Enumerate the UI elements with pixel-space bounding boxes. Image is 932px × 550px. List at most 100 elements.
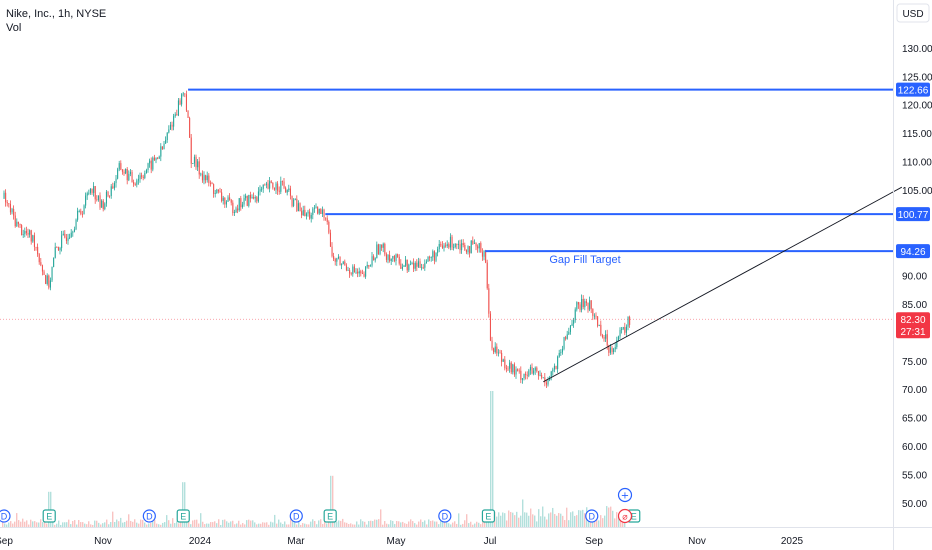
candle-body [592, 308, 594, 316]
candle-body [185, 94, 187, 111]
candle-body [22, 234, 24, 236]
volume-bar [18, 520, 20, 527]
candle-body [91, 188, 93, 193]
volume-bar [176, 521, 178, 527]
volume-bar [408, 521, 410, 527]
level-price-tag [896, 244, 930, 259]
candle-body [64, 233, 66, 238]
time-tick-label: Sep [0, 536, 13, 547]
candle-body [528, 370, 530, 376]
volume-bar [68, 519, 70, 527]
candle-body [547, 380, 549, 385]
candle-body [46, 275, 48, 284]
candle-body [499, 352, 501, 354]
price-tick-label: 65.00 [902, 414, 927, 425]
volume-bar [544, 516, 546, 527]
candle-body [478, 243, 480, 249]
candle-body [534, 367, 536, 371]
candle-body [453, 247, 455, 248]
candle-body [352, 266, 354, 275]
currency-button-label[interactable]: USD [902, 9, 923, 20]
candle-body [326, 218, 328, 222]
price-tick-label: 105.00 [902, 186, 932, 197]
volume-bar [520, 515, 522, 527]
volume-bar [312, 519, 314, 527]
price-tick-label: 120.00 [902, 101, 932, 112]
volume-bar [456, 523, 458, 527]
volume-bar [210, 522, 212, 527]
volume-bar [142, 520, 144, 527]
candle-body [464, 245, 466, 250]
last-price-label: 82.30 [900, 315, 925, 326]
candle-body [521, 378, 523, 380]
add-event-icon [617, 487, 633, 503]
volume-bar [244, 524, 246, 527]
volume-bar [138, 523, 140, 527]
volume-bar [434, 521, 436, 527]
candle-body [373, 256, 375, 261]
volume-bar [598, 520, 600, 527]
volume-bar [574, 515, 576, 527]
candle-body [30, 230, 32, 242]
volume-bar [172, 518, 174, 527]
candle-body [382, 243, 384, 248]
volume-bar [566, 507, 568, 527]
candle-body [593, 315, 595, 317]
candle-body [131, 171, 133, 183]
volume-bar [318, 520, 320, 527]
candle-body [398, 256, 400, 264]
candle-body [627, 316, 629, 327]
candle-body [61, 235, 63, 249]
candle-body [565, 337, 567, 339]
volume-bar [36, 522, 38, 527]
earnings-marker-label: E [631, 512, 637, 522]
volume-bar [242, 523, 244, 527]
candle-body [403, 265, 405, 267]
candle-body [69, 237, 71, 239]
volume-bar [248, 519, 250, 527]
volume-bar [466, 514, 468, 527]
volume-bar [324, 520, 326, 527]
candle-body [582, 298, 584, 308]
volume-bar [618, 513, 620, 527]
volume-bar [178, 523, 180, 527]
volume-bar [570, 512, 572, 527]
volume-bar [548, 513, 550, 527]
volume-bar [470, 521, 472, 527]
volume-bar [600, 515, 602, 527]
volume-bar [236, 523, 238, 527]
candle-body [33, 235, 35, 247]
volume-bar [250, 520, 252, 527]
candle-body [467, 246, 469, 253]
candle-body [171, 124, 173, 127]
volume-bar [472, 524, 474, 527]
volume-bar [226, 521, 228, 527]
volume-bar [6, 524, 8, 527]
volume-bar [400, 522, 402, 527]
candle-body [625, 326, 627, 333]
candle-body [581, 298, 583, 310]
candle-body [113, 183, 115, 189]
candle-body [550, 371, 552, 378]
candle-body [448, 244, 450, 248]
volume-bar [232, 520, 234, 527]
candle-body [333, 256, 335, 260]
volume-bar [150, 523, 152, 527]
candle-body [440, 243, 442, 246]
candle-body [41, 265, 43, 272]
candle-body [129, 171, 131, 174]
candle-body [435, 252, 437, 261]
candle-body [176, 114, 178, 116]
candle-body [6, 202, 8, 204]
candle-body [422, 267, 424, 269]
candle-body [137, 179, 139, 181]
candle-body [208, 175, 210, 183]
volume-bar [190, 524, 192, 527]
volume-bar [620, 517, 622, 527]
volume-bar [564, 520, 566, 527]
volume-bar [500, 515, 502, 527]
candle-body [433, 251, 435, 261]
volume-bar [286, 524, 288, 527]
dividend-marker-label: D [589, 512, 596, 522]
